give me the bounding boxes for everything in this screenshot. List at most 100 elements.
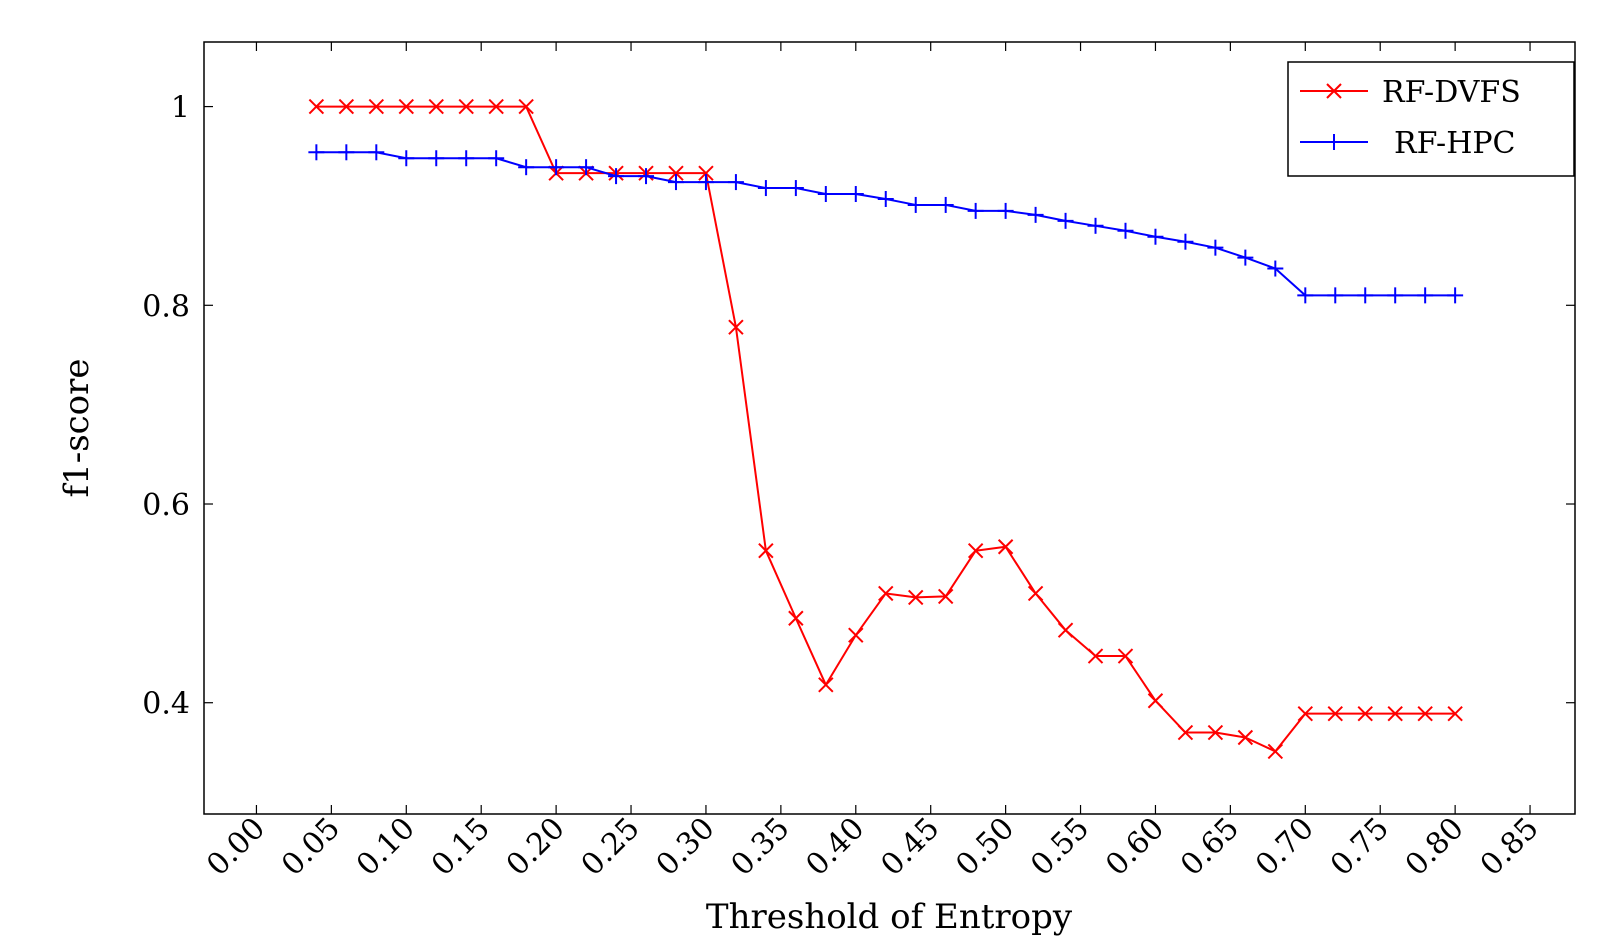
x-tick-label: 0.30 [650, 811, 722, 883]
legend-marker-rf-hpc [1326, 134, 1342, 150]
data-point-rf-dvfs [368, 98, 385, 115]
data-point-rf-hpc [907, 196, 924, 213]
x-tick-label: 0.40 [799, 811, 871, 883]
data-point-rf-hpc [1087, 217, 1104, 234]
data-point-rf-hpc [967, 202, 984, 219]
x-tick-label: 0.80 [1399, 811, 1471, 883]
axis-ticks [204, 42, 1575, 814]
data-point-rf-dvfs [1027, 585, 1044, 602]
data-point-rf-hpc [518, 159, 535, 176]
data-point-rf-hpc [1327, 287, 1344, 304]
data-point-rf-hpc [1027, 206, 1044, 223]
data-point-rf-hpc [1207, 239, 1224, 256]
data-point-rf-hpc [488, 150, 505, 167]
data-point-rf-dvfs [698, 165, 714, 181]
data-point-rf-hpc [757, 180, 774, 197]
x-tick-label: 0.50 [949, 811, 1021, 883]
x-tick-labels: 0.00 0.05 0.10 0.15 0.20 0.25 0.30 0.35 0.40 0.45… [200, 811, 1546, 883]
x-axis-title: Threshold of Entropy [706, 897, 1073, 937]
data-point-rf-dvfs [398, 98, 414, 115]
data-point-rf-hpc [338, 144, 355, 161]
legend: RF-DVFS RF-HPC [1287, 61, 1575, 177]
data-point-rf-dvfs [758, 542, 774, 559]
series-rf-dvfs [308, 98, 1463, 760]
legend-label-rf-hpc: RF-HPC [1394, 126, 1516, 161]
data-point-rf-hpc [1387, 287, 1404, 304]
data-point-rf-hpc [548, 159, 565, 176]
x-tick-label: 0.45 [874, 811, 946, 883]
data-point-rf-hpc [1267, 260, 1284, 277]
x-tick-label: 0.00 [200, 811, 272, 883]
data-point-rf-dvfs [338, 98, 355, 115]
data-point-rf-hpc [727, 174, 744, 191]
y-axis-title: f1-score [57, 358, 97, 497]
data-point-rf-hpc [667, 174, 684, 191]
data-point-rf-dvfs [967, 542, 984, 559]
data-point-rf-hpc [817, 186, 834, 203]
y-tick-label: 1 [171, 91, 190, 126]
data-point-rf-dvfs [1387, 705, 1403, 722]
data-point-rf-dvfs [1447, 705, 1463, 722]
data-point-rf-hpc [608, 168, 625, 185]
y-tick-label: 0.8 [142, 289, 190, 324]
data-point-rf-hpc [1417, 287, 1434, 304]
series-line-rf-hpc [316, 151, 1456, 297]
data-point-rf-dvfs [1087, 648, 1104, 664]
data-point-rf-dvfs [1117, 648, 1134, 664]
data-point-rf-dvfs [997, 539, 1014, 555]
data-point-rf-hpc [638, 168, 655, 185]
x-tick-label: 0.10 [350, 811, 422, 883]
x-tick-label: 0.70 [1249, 811, 1321, 883]
data-point-rf-dvfs [1177, 724, 1194, 741]
data-point-rf-dvfs [1207, 724, 1224, 741]
data-point-rf-hpc [1357, 287, 1374, 304]
data-point-rf-dvfs [1267, 743, 1284, 760]
data-point-rf-hpc [937, 196, 954, 213]
x-tick-label: 0.60 [1099, 811, 1171, 883]
data-point-rf-hpc [847, 186, 864, 203]
y-tick-labels: 0.4 0.6 0.8 1 [142, 91, 190, 722]
x-tick-label: 0.85 [1474, 811, 1546, 883]
data-point-rf-hpc [428, 150, 445, 167]
data-point-rf-dvfs [308, 98, 325, 115]
data-point-rf-hpc [1447, 287, 1464, 304]
x-tick-label: 0.75 [1324, 811, 1396, 883]
data-point-rf-dvfs [1417, 705, 1433, 722]
data-point-rf-dvfs [1297, 705, 1314, 722]
data-point-rf-dvfs [1357, 705, 1373, 722]
data-point-rf-hpc [1147, 228, 1164, 245]
data-point-rf-dvfs [518, 98, 534, 115]
data-point-rf-dvfs [878, 585, 894, 602]
data-point-rf-hpc [877, 190, 894, 207]
data-point-rf-hpc [1057, 212, 1074, 229]
data-point-rf-hpc [1237, 249, 1254, 266]
legend-label-rf-dvfs: RF-DVFS [1382, 75, 1521, 110]
data-point-rf-hpc [398, 150, 415, 167]
data-point-rf-hpc [997, 202, 1014, 219]
data-point-rf-dvfs [1057, 622, 1074, 638]
data-point-rf-hpc [578, 159, 595, 176]
data-point-rf-dvfs [428, 98, 444, 115]
series-layer [308, 98, 1464, 760]
plot-frame [203, 41, 1576, 815]
x-tick-label: 0.05 [275, 811, 347, 883]
x-tick-label: 0.55 [1024, 811, 1096, 883]
series-rf-hpc [308, 144, 1464, 304]
legend-marker-glyph [1326, 83, 1342, 99]
data-point-rf-hpc [368, 144, 385, 161]
data-point-rf-hpc [787, 180, 804, 197]
data-point-rf-dvfs [668, 165, 684, 181]
legend-marker-glyph [1326, 134, 1342, 150]
data-point-rf-hpc [1177, 233, 1194, 250]
y-tick-label: 0.6 [142, 488, 190, 523]
data-point-rf-hpc [1297, 287, 1314, 304]
data-point-rf-hpc [458, 150, 475, 167]
data-point-rf-dvfs [1147, 693, 1164, 709]
data-point-rf-dvfs [908, 589, 924, 606]
data-point-rf-dvfs [1237, 729, 1254, 746]
data-point-rf-dvfs [848, 627, 864, 643]
data-point-rf-hpc [697, 174, 714, 191]
legend-marker-rf-dvfs [1326, 83, 1342, 99]
data-point-rf-dvfs [788, 610, 804, 626]
